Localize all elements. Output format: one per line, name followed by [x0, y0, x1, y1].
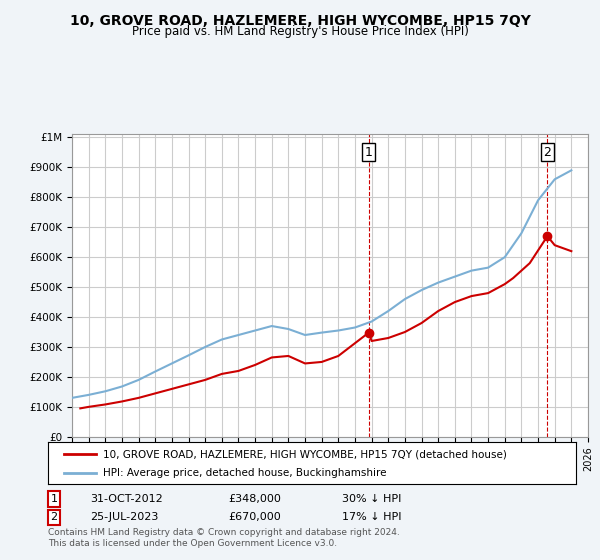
Text: 17% ↓ HPI: 17% ↓ HPI — [342, 512, 401, 522]
Text: 2: 2 — [50, 512, 58, 522]
Text: £348,000: £348,000 — [228, 494, 281, 504]
Text: 10, GROVE ROAD, HAZLEMERE, HIGH WYCOMBE, HP15 7QY: 10, GROVE ROAD, HAZLEMERE, HIGH WYCOMBE,… — [70, 14, 530, 28]
Text: 30% ↓ HPI: 30% ↓ HPI — [342, 494, 401, 504]
Text: 1: 1 — [365, 146, 373, 159]
Text: Price paid vs. HM Land Registry's House Price Index (HPI): Price paid vs. HM Land Registry's House … — [131, 25, 469, 38]
Text: Contains HM Land Registry data © Crown copyright and database right 2024.
This d: Contains HM Land Registry data © Crown c… — [48, 528, 400, 548]
Text: HPI: Average price, detached house, Buckinghamshire: HPI: Average price, detached house, Buck… — [103, 468, 387, 478]
Text: 25-JUL-2023: 25-JUL-2023 — [90, 512, 158, 522]
Text: £670,000: £670,000 — [228, 512, 281, 522]
Text: 31-OCT-2012: 31-OCT-2012 — [90, 494, 163, 504]
Text: 2: 2 — [544, 146, 551, 159]
Text: 10, GROVE ROAD, HAZLEMERE, HIGH WYCOMBE, HP15 7QY (detached house): 10, GROVE ROAD, HAZLEMERE, HIGH WYCOMBE,… — [103, 449, 508, 459]
Text: 1: 1 — [50, 494, 58, 504]
